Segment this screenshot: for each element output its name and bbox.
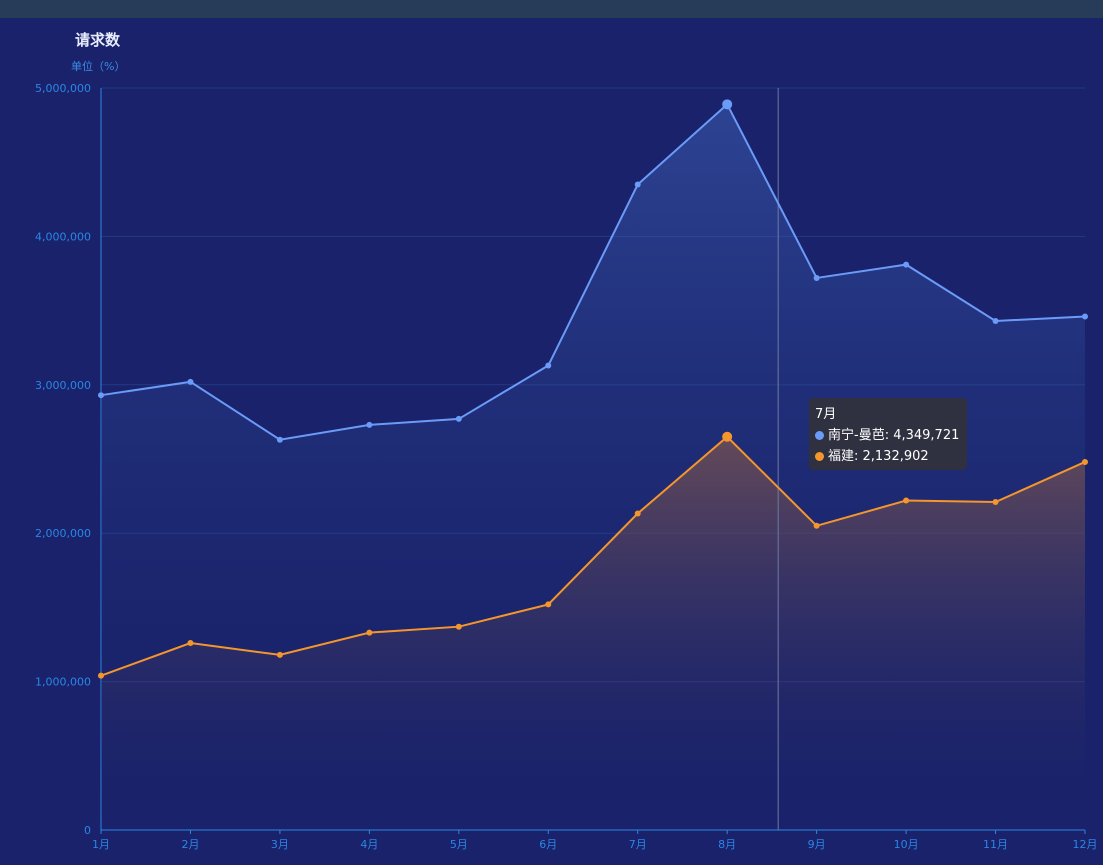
series-1-point[interactable]	[455, 623, 462, 630]
tooltip-row-1: 福建: 2,132,902	[815, 446, 961, 467]
x-tick-label: 10月	[894, 838, 919, 851]
series-areas	[101, 104, 1085, 831]
series-0-point[interactable]	[366, 421, 373, 428]
x-tick-label: 2月	[181, 838, 199, 851]
x-tick-label: 11月	[983, 838, 1008, 851]
series-1-point[interactable]	[545, 601, 552, 608]
series-1-area	[101, 436, 1085, 830]
x-tick-label: 4月	[360, 838, 378, 851]
series-0-point[interactable]	[187, 378, 194, 385]
series-1-point[interactable]	[903, 497, 910, 504]
chart-title: 请求数	[75, 31, 121, 49]
series-lines	[100, 102, 1086, 677]
series-0-point[interactable]	[903, 261, 910, 268]
series-0-point[interactable]	[813, 274, 820, 281]
y-tick-labels: 0 1,000,000 2,000,000 3,000,000 4,000,000 5,0…	[35, 82, 91, 837]
x-tick-label: 3月	[271, 838, 289, 851]
x-tick-label: 6月	[539, 838, 557, 851]
series-1-point[interactable]	[187, 640, 194, 647]
x-tick-label: 7月	[629, 838, 647, 851]
series-1-point[interactable]	[366, 629, 373, 636]
series-0-point[interactable]	[98, 392, 104, 399]
series-0-point[interactable]	[545, 362, 552, 369]
series-1-line	[100, 435, 1086, 677]
series-0-point[interactable]	[1082, 313, 1088, 320]
tooltip-row-0-text: 南宁-曼芭: 4,349,721	[828, 428, 960, 443]
series-1-point[interactable]	[98, 672, 104, 679]
series-0-point[interactable]	[634, 181, 641, 188]
y-tick-label: 1,000,000	[35, 676, 91, 689]
series-points[interactable]	[98, 99, 1088, 679]
y-tick-label: 3,000,000	[35, 379, 91, 392]
x-tick-label: 1月	[92, 838, 110, 851]
tooltip-row-1-text: 福建: 2,132,902	[828, 449, 929, 464]
series-1-point[interactable]	[634, 510, 641, 517]
series-0-point[interactable]	[722, 99, 733, 110]
series-1-point[interactable]	[813, 522, 820, 529]
x-tick-label: 5月	[450, 838, 468, 851]
series-1-point[interactable]	[276, 651, 283, 658]
x-tick-label: 12月	[1073, 838, 1098, 851]
series-1-point[interactable]	[992, 499, 999, 506]
x-tick-label: 8月	[718, 838, 736, 851]
top-bar	[0, 0, 1103, 18]
tooltip-row-0: 南宁-曼芭: 4,349,721	[815, 425, 961, 446]
tooltip-title: 7月	[815, 407, 837, 422]
y-tick-label: 2,000,000	[35, 527, 91, 540]
unit-label: 单位（%）	[71, 60, 126, 73]
series-0-line	[100, 102, 1086, 441]
series-1-point[interactable]	[722, 431, 733, 442]
series-1-dot-icon	[815, 452, 824, 461]
series-0-point[interactable]	[276, 436, 283, 443]
x-tick-labels: 1月 2月 3月 4月 5月 6月 7月 8月 9月 10月 11月 12月	[92, 838, 1098, 851]
series-0-dot-icon	[815, 431, 824, 440]
tooltip: 7月 南宁-曼芭: 4,349,721 福建: 2,132,902	[809, 398, 967, 470]
series-0-point[interactable]	[455, 415, 462, 422]
series-0-point[interactable]	[992, 317, 999, 324]
y-tick-label: 4,000,000	[35, 230, 91, 243]
y-tick-label: 0	[84, 824, 91, 837]
x-tick-label: 9月	[808, 838, 826, 851]
y-tick-label: 5,000,000	[35, 82, 91, 95]
series-1-point[interactable]	[1082, 458, 1088, 465]
